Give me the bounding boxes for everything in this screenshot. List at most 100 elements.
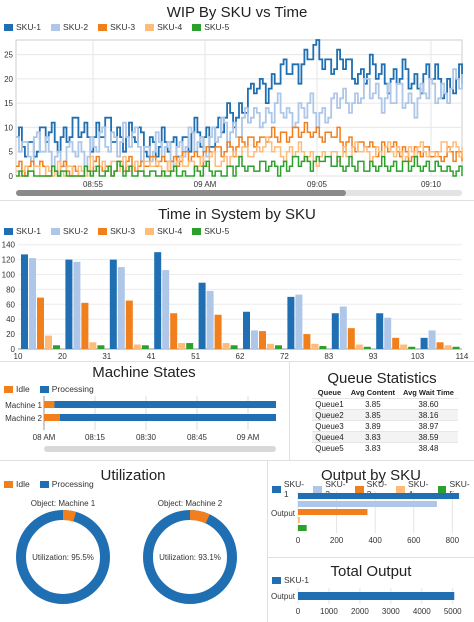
tis-bar — [162, 270, 170, 349]
x-tick-label: 5000 — [444, 607, 462, 616]
tis-bar — [303, 334, 311, 349]
tis-bar — [436, 342, 444, 349]
x-tick-label: 400 — [368, 536, 382, 545]
legend-swatch — [39, 385, 49, 393]
legend-swatch — [98, 23, 108, 31]
tis-bar — [45, 335, 52, 349]
tis-bar — [109, 259, 117, 349]
tis-legend: SKU-1 SKU-2 SKU-3 SKU-4 SKU-5 — [4, 226, 229, 236]
legend-swatch — [51, 23, 61, 31]
x-tick-label: 51 — [191, 352, 200, 361]
legend-swatch — [192, 227, 202, 235]
tis-bar — [355, 344, 363, 349]
tis-title: Time in System by SKU — [158, 206, 316, 223]
tis-bar — [376, 313, 384, 349]
table-row: Queue5 3.83 38.48 — [312, 442, 458, 453]
total-output-legend-item[interactable]: SKU-1 — [272, 575, 309, 585]
legend-label: SKU-5 — [204, 22, 230, 32]
tis-bar — [259, 331, 266, 349]
wip-legend-item[interactable]: SKU-1 — [4, 22, 41, 32]
machine-states-scrollbar[interactable] — [44, 446, 276, 452]
y-tick-label: 5 — [9, 148, 14, 157]
tis-panel: Time in System by SKU SKU-1 SKU-2 SKU-3 SKU… — [0, 201, 474, 361]
tis-bar — [400, 344, 408, 349]
x-tick-label: 10 — [14, 352, 23, 361]
x-tick-label: 09 AM — [237, 433, 260, 442]
x-tick-label: 2000 — [351, 607, 369, 616]
machine-states-legend-item[interactable]: Idle — [4, 384, 30, 394]
tis-bar — [420, 337, 428, 349]
tis-legend-item[interactable]: SKU-5 — [192, 226, 229, 236]
output-by-sku-legend-item[interactable]: SKU-1 — [272, 479, 308, 499]
legend-swatch — [437, 485, 447, 493]
tis-bar — [408, 346, 416, 349]
tis-bar — [243, 311, 250, 349]
x-tick-label: 600 — [407, 536, 421, 545]
legend-label: SKU-1 — [284, 575, 310, 585]
tis-legend-item[interactable]: SKU-1 — [4, 226, 41, 236]
tis-bar — [428, 330, 436, 349]
total-output-bar — [298, 592, 455, 600]
utilization-legend-item[interactable]: Processing — [39, 479, 94, 489]
utilization-legend-item[interactable]: Idle — [4, 479, 30, 489]
tis-legend-item[interactable]: SKU-3 — [98, 226, 135, 236]
processing-bar — [54, 401, 276, 408]
tis-bar — [295, 294, 303, 349]
wait-cell: 38.97 — [398, 420, 458, 432]
wip-legend-item[interactable]: SKU-4 — [145, 22, 182, 32]
wip-legend-item[interactable]: SKU-2 — [51, 22, 88, 32]
utilization-legend: Idle Processing — [4, 479, 94, 489]
legend-label: SKU-1 — [283, 479, 305, 499]
machine-states-legend-item[interactable]: Processing — [39, 384, 94, 394]
output-by-sku-chart: 0 200 400 600 800 Output — [271, 491, 460, 545]
legend-label: Processing — [51, 384, 94, 394]
category-label: Output — [271, 592, 296, 601]
legend-label: SKU-4 — [157, 226, 183, 236]
legend-label: SKU-4 — [157, 22, 183, 32]
content-cell: 3.89 — [346, 420, 399, 432]
x-tick-label: 62 — [236, 352, 245, 361]
tis-legend-item[interactable]: SKU-2 — [51, 226, 88, 236]
legend-label: SKU-3 — [110, 226, 136, 236]
queue-cell: Queue3 — [312, 420, 347, 432]
wip-scrollbar-thumb[interactable] — [16, 190, 346, 196]
queue-stats-table: Queue Avg Content Avg Wait Time Queue1 3.… — [312, 387, 458, 453]
tis-bar — [186, 343, 194, 349]
x-tick-label: 08:55 — [83, 180, 104, 189]
x-tick-label: 4000 — [413, 607, 431, 616]
wip-chart: 0 5 10 15 20 25 08:55 09 AM 09:05 09:10 — [4, 39, 463, 196]
tis-legend-item[interactable]: SKU-4 — [145, 226, 182, 236]
x-tick-label: 0 — [296, 607, 301, 616]
legend-label: SKU-2 — [63, 22, 89, 32]
x-tick-label: 08:30 — [136, 433, 157, 442]
wip-legend-item[interactable]: SKU-3 — [98, 22, 135, 32]
machine-states-legend: Idle Processing — [4, 384, 94, 394]
x-tick-label: 0 — [296, 536, 301, 545]
x-tick-label: 09:10 — [421, 180, 442, 189]
queue-cell: Queue4 — [312, 431, 347, 443]
legend-label: Processing — [51, 479, 94, 489]
wip-legend-item[interactable]: SKU-5 — [192, 22, 229, 32]
wip-series-line — [16, 136, 463, 177]
tis-chart: 0 20 40 60 80 100 120 140 10 20 31 41 51 62 72 83 93 103 1… — [2, 241, 469, 361]
queue-cell: Queue1 — [312, 398, 347, 410]
machine-states-title: Machine States — [92, 364, 196, 381]
tis-bar — [170, 313, 178, 349]
tis-bar — [251, 330, 258, 349]
x-tick-label: 09:05 — [307, 180, 328, 189]
x-tick-label: 93 — [369, 352, 378, 361]
tis-bar — [81, 302, 89, 349]
y-tick-label: 40 — [6, 315, 15, 324]
output-sku-bar — [298, 493, 460, 499]
content-cell: 3.83 — [346, 431, 399, 443]
output-sku-bar — [298, 509, 368, 515]
donut-idle-arc — [16, 510, 110, 604]
tis-bar — [222, 343, 230, 349]
tis-bar — [275, 345, 282, 349]
donut-label: Object: Machine 2 — [158, 499, 223, 508]
legend-label: SKU-2 — [63, 226, 89, 236]
machine-states-chart[interactable]: 08 AM 08:15 08:30 08:45 09 AM Machine 1 Machin… — [0, 362, 288, 460]
content-cell: 3.85 — [346, 398, 399, 410]
tis-bar — [73, 261, 81, 349]
x-tick-label: 08:15 — [85, 433, 106, 442]
